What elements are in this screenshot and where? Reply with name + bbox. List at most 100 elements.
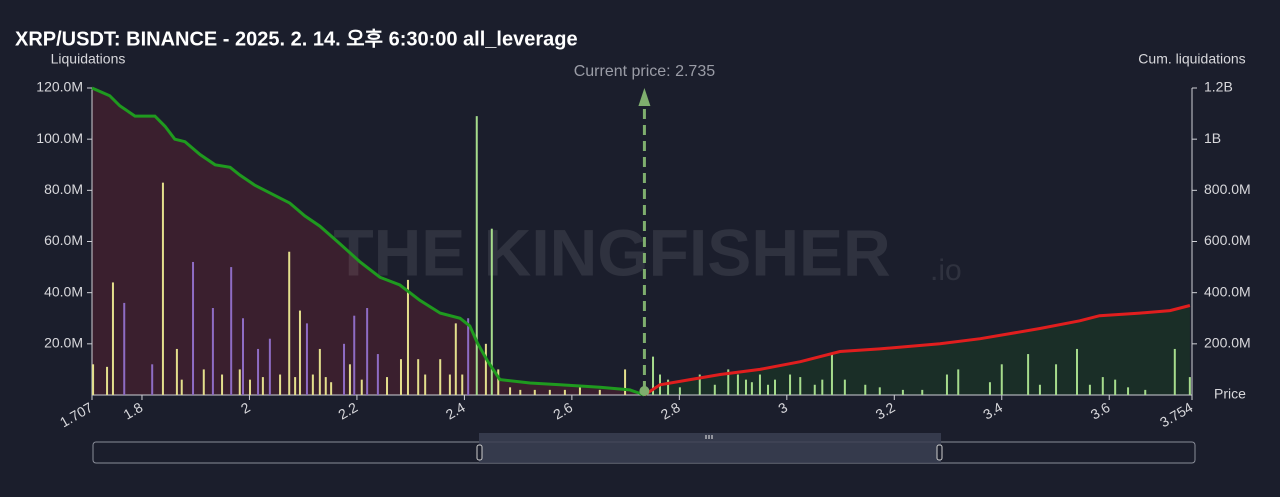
bar: [1076, 348, 1079, 395]
bar: [399, 359, 402, 395]
bar: [1127, 387, 1130, 395]
bar: [758, 374, 761, 395]
bar: [652, 356, 655, 395]
bar: [161, 182, 164, 395]
bar: [864, 384, 867, 395]
y2-tick-label: 200.0M: [1204, 335, 1251, 351]
bar: [461, 374, 464, 395]
watermark-suffix: .io: [930, 254, 962, 287]
current-price-label: Current price: 2.735: [574, 63, 716, 80]
bar: [268, 338, 271, 395]
y-tick-label: 80.0M: [44, 181, 83, 197]
bar: [678, 387, 681, 395]
bar: [789, 374, 792, 395]
bar: [211, 308, 214, 395]
bar: [945, 374, 948, 395]
y2-tick-label: 400.0M: [1204, 283, 1251, 299]
bar: [238, 369, 241, 395]
bar: [1038, 384, 1041, 395]
bar: [563, 389, 566, 395]
bar: [1188, 377, 1191, 395]
bar: [417, 359, 420, 395]
bar: [353, 315, 356, 395]
bar: [261, 377, 264, 395]
bar: [360, 379, 363, 395]
cum-line: [643, 304, 1191, 397]
bar: [727, 369, 730, 395]
bar: [242, 318, 245, 395]
bar: [298, 310, 301, 395]
bar: [248, 379, 251, 395]
bar: [773, 379, 776, 395]
bar: [497, 369, 500, 395]
bar: [439, 359, 442, 395]
cum-area: [644, 305, 1190, 395]
y2-tick-label: 1.2B: [1204, 79, 1233, 95]
bar: [988, 382, 991, 395]
bar: [406, 279, 409, 395]
y2-tick-label: 600.0M: [1204, 232, 1251, 248]
current-price-dot: [639, 386, 650, 396]
bar: [192, 261, 195, 395]
bar: [475, 116, 478, 396]
slider-handle[interactable]: [476, 444, 483, 461]
y-axis-title: Liquidations: [51, 51, 126, 67]
bar: [1027, 354, 1030, 395]
bar: [175, 348, 178, 395]
y2-tick-label: 800.0M: [1204, 181, 1251, 197]
bar: [767, 384, 770, 395]
bar: [901, 389, 904, 395]
bar: [279, 374, 282, 395]
bar: [454, 323, 457, 395]
bar: [330, 382, 333, 395]
x-axis-title: Price: [1214, 386, 1246, 402]
bar: [878, 387, 881, 395]
bar: [957, 369, 960, 395]
bar: [1101, 377, 1104, 395]
range-slider[interactable]: [92, 433, 1196, 464]
bar: [257, 348, 260, 395]
bar: [484, 343, 487, 395]
slider-window[interactable]: [479, 433, 941, 463]
bar: [533, 389, 536, 395]
current-price-arrow: [638, 88, 651, 106]
bar: [294, 377, 297, 395]
y-tick-label: 60.0M: [44, 232, 83, 248]
bar: [799, 377, 802, 395]
bar: [509, 387, 512, 395]
bar: [92, 364, 95, 395]
bar: [598, 389, 601, 395]
bar: [1055, 364, 1058, 395]
bar: [106, 366, 109, 395]
bar: [830, 354, 833, 395]
bar: [821, 379, 824, 395]
cum-line: [91, 86, 645, 397]
bar: [624, 369, 627, 395]
y-tick-label: 120.0M: [36, 79, 83, 95]
bar: [548, 389, 551, 395]
bar: [1173, 348, 1176, 395]
bar: [490, 228, 493, 395]
bar: [578, 387, 581, 395]
y2-tick-label: 1B: [1204, 130, 1221, 146]
bar: [467, 318, 470, 395]
bar: [366, 308, 369, 395]
bar: [813, 384, 816, 395]
bar: [1000, 364, 1003, 395]
bar: [448, 374, 451, 395]
bar: [151, 364, 154, 395]
bar: [1144, 389, 1147, 395]
bar: [1114, 379, 1117, 395]
y-tick-label: 100.0M: [36, 130, 83, 146]
cum-area: [92, 88, 645, 395]
bar: [424, 374, 427, 395]
bar: [305, 323, 308, 395]
bar: [736, 374, 739, 395]
bar: [230, 267, 233, 395]
slider-handle[interactable]: [936, 444, 943, 461]
bar: [318, 348, 321, 395]
bar: [180, 379, 183, 395]
bar: [843, 379, 846, 395]
bar: [744, 379, 747, 395]
